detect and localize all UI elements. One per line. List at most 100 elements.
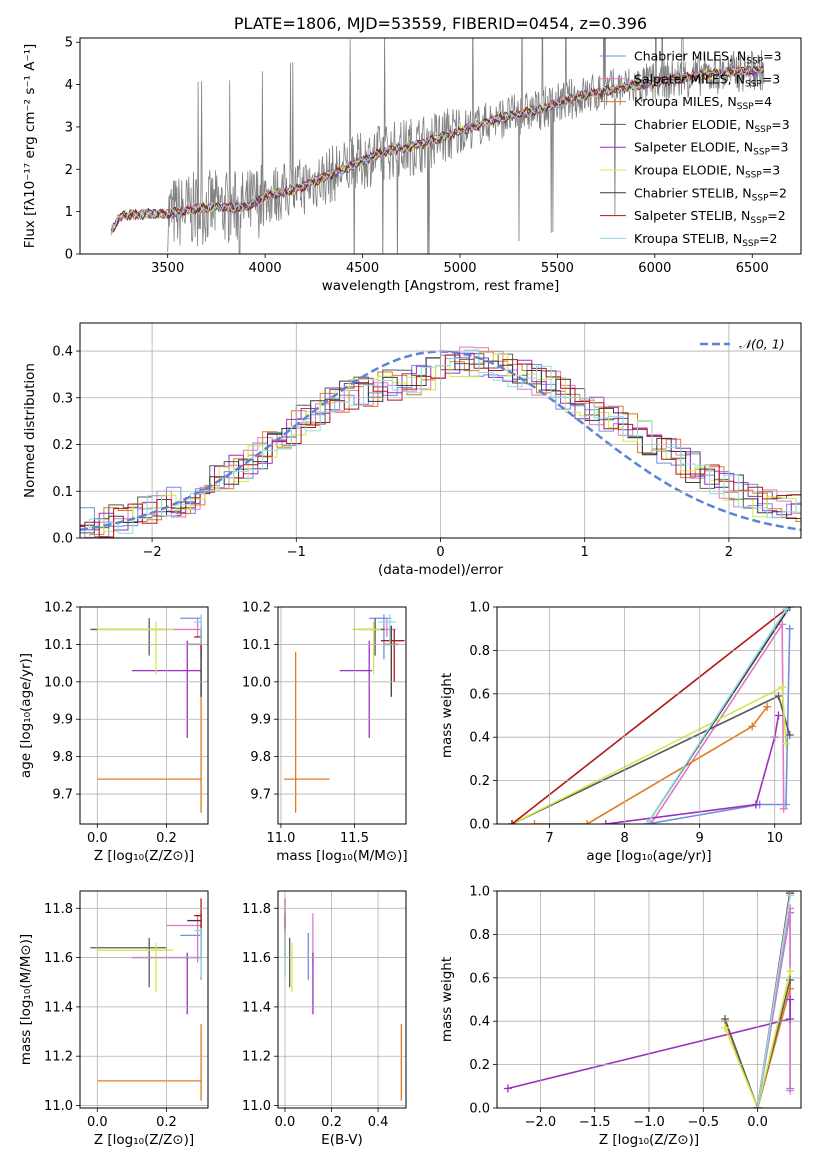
weight-marker <box>778 683 787 692</box>
axes-frame <box>79 890 209 1109</box>
x-axis-label: (data-model)/error <box>378 562 504 578</box>
x-tick-label: 6500 <box>736 261 769 276</box>
residuals-legend: 𝒩(0, 1) <box>700 337 785 352</box>
weight-track-salpeter-miles <box>646 620 788 824</box>
legend-entry: Kroupa MILES, NSSP=4 <box>634 94 772 112</box>
weight-marker <box>643 820 652 824</box>
x-tick-label: 11.5 <box>340 831 369 846</box>
weight-marker <box>646 820 655 824</box>
weight-track-chabrier-miles <box>643 624 794 824</box>
panel-mass_weight_vs_Z: −2.0 −1.5 −1.0 −0.5 0.0 0.0 0.2 0.4 0.6 0.8 1.0 Z [… <box>439 885 802 1148</box>
weight-marker <box>779 804 788 813</box>
weight-marker <box>786 967 795 976</box>
x-tick-label: 8 <box>620 831 628 846</box>
y-tick-label: 11.8 <box>242 902 271 917</box>
x-tick-label: 0.2 <box>321 1115 342 1130</box>
y-tick-label: 9.9 <box>52 713 73 728</box>
spectrum-legend: Chabrier MILES, NSSP=3 Salpeter MILES, NS… <box>600 49 790 249</box>
error-bar-kroupa-stelib <box>378 614 396 645</box>
weight-marker <box>530 820 539 824</box>
error-bar-chabrier-elodie <box>90 937 167 988</box>
panel-mass_vs_ebv: 0.0 0.2 0.4 11.0 11.2 11.4 11.6 11.8 E(B-V) <box>242 890 407 1148</box>
weight-marker <box>751 800 760 809</box>
x-axis-label: wavelength [Angstrom, rest frame] <box>322 278 560 294</box>
y-tick-label: 11.4 <box>44 1000 73 1015</box>
axes-frame <box>496 606 802 825</box>
legend-entry: Salpeter MILES, NSSP=3 <box>634 71 780 89</box>
x-tick-label: 0.0 <box>87 1115 108 1130</box>
y-tick-label: 9.8 <box>52 750 73 765</box>
y-tick-label: 0.2 <box>469 1058 490 1073</box>
y-tick-label: 0.2 <box>469 774 490 789</box>
x-tick-label: 0.4 <box>368 1115 389 1130</box>
error-bar-chabrier-miles <box>369 614 392 660</box>
x-tick-label: 0.0 <box>87 831 108 846</box>
y-tick-label: 11.4 <box>242 1000 271 1015</box>
histogram-kroupa-stelib <box>80 349 801 538</box>
weight-marker <box>748 722 757 731</box>
weight-marker <box>781 739 790 748</box>
x-tick-label: −1 <box>287 545 306 560</box>
error-bar-chabrier-elodie <box>90 618 167 656</box>
weight-marker <box>503 1084 512 1093</box>
y-tick-label: 0.0 <box>469 1102 490 1117</box>
weight-track-chabrier-elodie <box>508 691 794 824</box>
error-bar-kroupa-stelib <box>194 614 202 645</box>
weight-marker <box>774 691 783 700</box>
x-tick-label: 0.0 <box>275 1115 296 1130</box>
panel-mass_weight_vs_age: 7 8 9 10 0.0 0.2 0.4 0.6 0.8 1.0 age [log₁₀(age/yr… <box>439 601 802 864</box>
error-bar-chabrier-stelib <box>383 625 399 697</box>
plot-area <box>90 898 202 1101</box>
x-tick-label: 3500 <box>151 261 184 276</box>
error-bar-salpeter-miles <box>166 915 202 963</box>
error-bar-kroupa-elodie <box>97 942 174 993</box>
axes-frame <box>79 322 802 539</box>
histogram-salpeter-stelib <box>80 354 801 538</box>
y-tick-label: 1.0 <box>469 601 490 616</box>
plot-area <box>80 346 801 538</box>
weight-marker <box>763 702 772 711</box>
observed-spectrum-line <box>167 38 765 254</box>
x-axis-label: mass [log₁₀(M/M⊙)] <box>276 848 407 864</box>
x-axis-label: E(B-V) <box>321 1132 363 1148</box>
x-axis-label: Z [log₁₀(Z/Z⊙)] <box>599 1132 699 1148</box>
y-tick-label: 11.6 <box>242 951 271 966</box>
error-bar-kroupa-elodie <box>351 621 381 675</box>
x-tick-label: 7 <box>545 831 553 846</box>
x-tick-label: 0.2 <box>156 831 177 846</box>
y-tick-label: 4 <box>65 78 73 93</box>
y-tick-label: 11.8 <box>44 902 73 917</box>
weight-marker <box>781 607 790 614</box>
y-tick-label: 11.0 <box>242 1099 271 1114</box>
x-axis-label: age [log₁₀(age/yr)] <box>586 848 711 864</box>
y-axis-label: mass [log₁₀(M/M⊙)] <box>18 934 34 1065</box>
y-tick-label: 0.8 <box>469 644 490 659</box>
y-tick-label: 0.6 <box>469 687 490 702</box>
x-tick-label: 5000 <box>443 261 476 276</box>
y-tick-label: 10.1 <box>44 638 73 653</box>
weight-track-salpeter-elodie <box>503 995 795 1093</box>
x-tick-label: 4000 <box>249 261 282 276</box>
weight-marker <box>721 1015 729 1024</box>
error-bar-salpeter-elodie <box>339 640 373 738</box>
legend-entry: Kroupa ELODIE, NSSP=3 <box>634 163 780 181</box>
y-tick-label: 10.0 <box>44 675 73 690</box>
model-spectrum-kroupa-stelib <box>110 65 764 236</box>
histogram-kroupa-elodie <box>80 353 801 538</box>
plot-area <box>508 607 794 824</box>
weight-marker <box>778 620 787 629</box>
weight-marker <box>786 1086 795 1095</box>
histogram-kroupa-miles <box>80 351 801 538</box>
x-tick-label: −2.0 <box>525 1115 557 1130</box>
y-tick-label: 10.2 <box>44 601 73 616</box>
x-tick-label: 1 <box>581 545 589 560</box>
weight-marker <box>786 1015 795 1024</box>
y-tick-label: 3 <box>65 120 73 135</box>
y-tick-label: 11.2 <box>44 1050 73 1065</box>
weight-marker <box>786 891 795 900</box>
error-bar-kroupa-miles <box>97 1024 202 1101</box>
x-tick-label: −0.5 <box>687 1115 719 1130</box>
panel-mass_vs_Z: 0.0 0.2 11.0 11.2 11.4 11.6 11.8 Z [log₁₀(Z/Z⊙)… <box>18 890 209 1148</box>
axes-frame <box>79 606 209 825</box>
y-tick-label: 10.2 <box>242 601 271 616</box>
